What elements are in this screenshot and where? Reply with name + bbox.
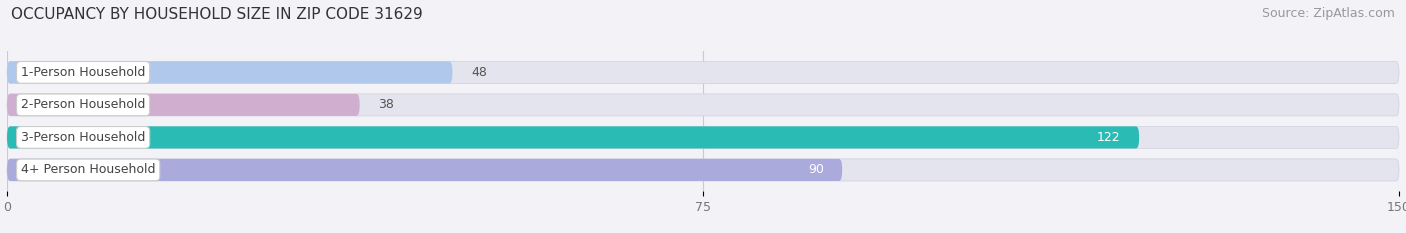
Text: OCCUPANCY BY HOUSEHOLD SIZE IN ZIP CODE 31629: OCCUPANCY BY HOUSEHOLD SIZE IN ZIP CODE …	[11, 7, 423, 22]
Text: Source: ZipAtlas.com: Source: ZipAtlas.com	[1261, 7, 1395, 20]
Text: 90: 90	[808, 163, 824, 176]
Text: 3-Person Household: 3-Person Household	[21, 131, 145, 144]
Text: 48: 48	[471, 66, 486, 79]
Text: 1-Person Household: 1-Person Household	[21, 66, 145, 79]
FancyBboxPatch shape	[7, 94, 360, 116]
FancyBboxPatch shape	[7, 159, 1399, 181]
Text: 38: 38	[378, 98, 394, 111]
FancyBboxPatch shape	[7, 61, 1399, 83]
Text: 4+ Person Household: 4+ Person Household	[21, 163, 156, 176]
FancyBboxPatch shape	[7, 61, 453, 83]
Text: 2-Person Household: 2-Person Household	[21, 98, 145, 111]
FancyBboxPatch shape	[7, 126, 1399, 148]
Text: 122: 122	[1097, 131, 1121, 144]
FancyBboxPatch shape	[7, 159, 842, 181]
FancyBboxPatch shape	[7, 126, 1139, 148]
FancyBboxPatch shape	[7, 94, 1399, 116]
